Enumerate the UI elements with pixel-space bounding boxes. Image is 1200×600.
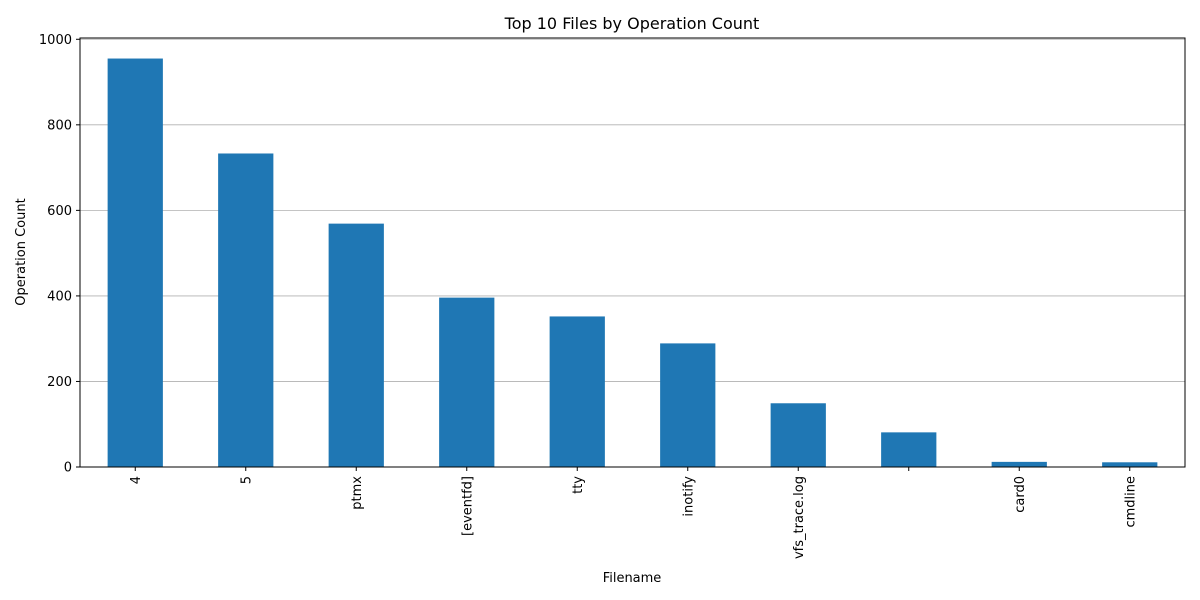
x-tick-label: cmdline xyxy=(1123,476,1138,528)
y-axis-label: Operation Count xyxy=(14,198,29,305)
x-tick-label: inotify xyxy=(681,476,696,517)
y-tick-label: 400 xyxy=(47,289,72,304)
x-tick-label: vfs_trace.log xyxy=(792,476,807,559)
bar xyxy=(770,403,826,467)
y-tick-label: 0 xyxy=(64,461,72,476)
bar xyxy=(991,461,1047,467)
y-tick-label: 200 xyxy=(47,375,72,390)
y-tick-label: 800 xyxy=(47,118,72,133)
x-tick-label: card0 xyxy=(1013,476,1028,513)
y-tick-label: 600 xyxy=(47,204,72,219)
x-tick-label: 5 xyxy=(239,476,254,484)
bar xyxy=(549,316,605,467)
bar xyxy=(439,297,495,467)
x-tick-label: [eventfd] xyxy=(460,476,475,536)
bars xyxy=(107,58,1158,468)
bar xyxy=(218,153,274,467)
x-tick-label: ptmx xyxy=(350,476,365,510)
bar xyxy=(107,58,163,468)
x-tick-label: 4 xyxy=(129,476,144,484)
bar xyxy=(881,432,937,467)
bar xyxy=(328,223,384,467)
y-tick-label: 1000 xyxy=(39,33,72,48)
chart-title: Top 10 Files by Operation Count xyxy=(504,14,760,33)
x-axis-label: Filename xyxy=(603,571,662,586)
bar xyxy=(660,343,716,467)
x-tick-label: tty xyxy=(571,476,586,494)
y-axis: 0 200 400 600 800 1000 xyxy=(39,33,80,476)
x-axis: 4 5 ptmx [eventfd] tty inotify vfs_trace.log ca… xyxy=(129,467,1138,559)
bar xyxy=(1102,462,1158,467)
plot-frame xyxy=(79,37,1186,468)
